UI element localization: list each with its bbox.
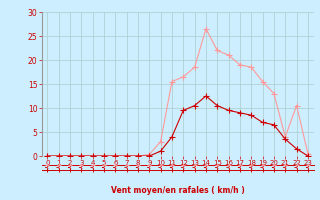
X-axis label: Vent moyen/en rafales ( km/h ): Vent moyen/en rafales ( km/h ) bbox=[111, 186, 244, 195]
